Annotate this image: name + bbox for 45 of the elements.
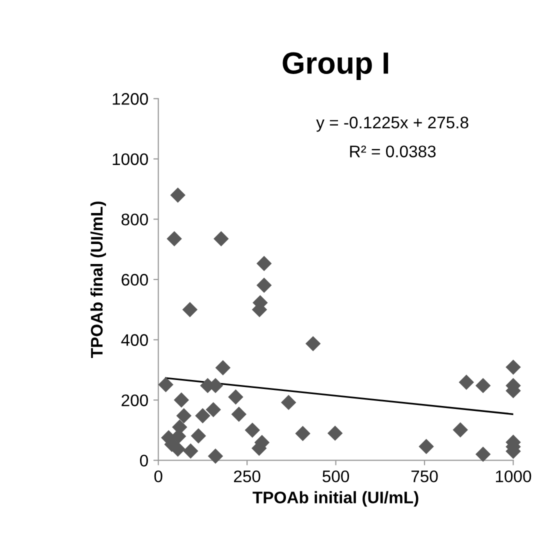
point <box>176 408 192 424</box>
point <box>228 389 244 405</box>
y-axis-title: TPOAb final (UI/mL) <box>90 202 106 358</box>
point <box>182 302 198 318</box>
point <box>475 446 491 462</box>
x-tick-label: 1000 <box>496 470 532 482</box>
y-tick-label: 1200 <box>112 93 148 105</box>
point <box>256 278 272 293</box>
x-tick-label: 750 <box>411 470 438 482</box>
point <box>452 422 468 438</box>
point <box>158 377 174 392</box>
point <box>195 408 210 424</box>
point <box>166 231 182 246</box>
point <box>206 402 221 418</box>
point <box>327 426 343 441</box>
y-tick-label: 0 <box>140 454 148 467</box>
y-tick-label: 200 <box>122 394 148 406</box>
point <box>305 336 321 352</box>
annotation: R² = 0.0383 <box>350 146 436 158</box>
chart-title: Group I <box>282 52 388 80</box>
x-tick-label: 250 <box>234 470 260 482</box>
y-tick-label: 400 <box>121 334 148 346</box>
annotation: y = -0.1225x + 275.8 <box>316 116 468 132</box>
point <box>170 187 186 203</box>
point <box>190 428 206 444</box>
point <box>214 231 229 246</box>
point <box>280 394 296 410</box>
point <box>295 426 310 442</box>
point <box>208 448 224 464</box>
x-tick-label: 0 <box>154 470 162 482</box>
point <box>475 378 491 394</box>
point <box>256 256 272 272</box>
point <box>215 360 231 376</box>
point <box>231 406 247 422</box>
x-tick-label: 500 <box>322 470 350 482</box>
point <box>174 392 190 408</box>
y-tick-label: 600 <box>122 274 148 286</box>
point <box>418 438 434 454</box>
y-tick-label: 1000 <box>112 153 148 166</box>
x-axis-title: TPOAb initial (UI/mL) <box>252 491 418 507</box>
point <box>244 422 260 438</box>
point <box>506 360 521 375</box>
point <box>458 374 474 390</box>
y-tick-label: 800 <box>122 214 148 226</box>
point <box>183 443 198 459</box>
